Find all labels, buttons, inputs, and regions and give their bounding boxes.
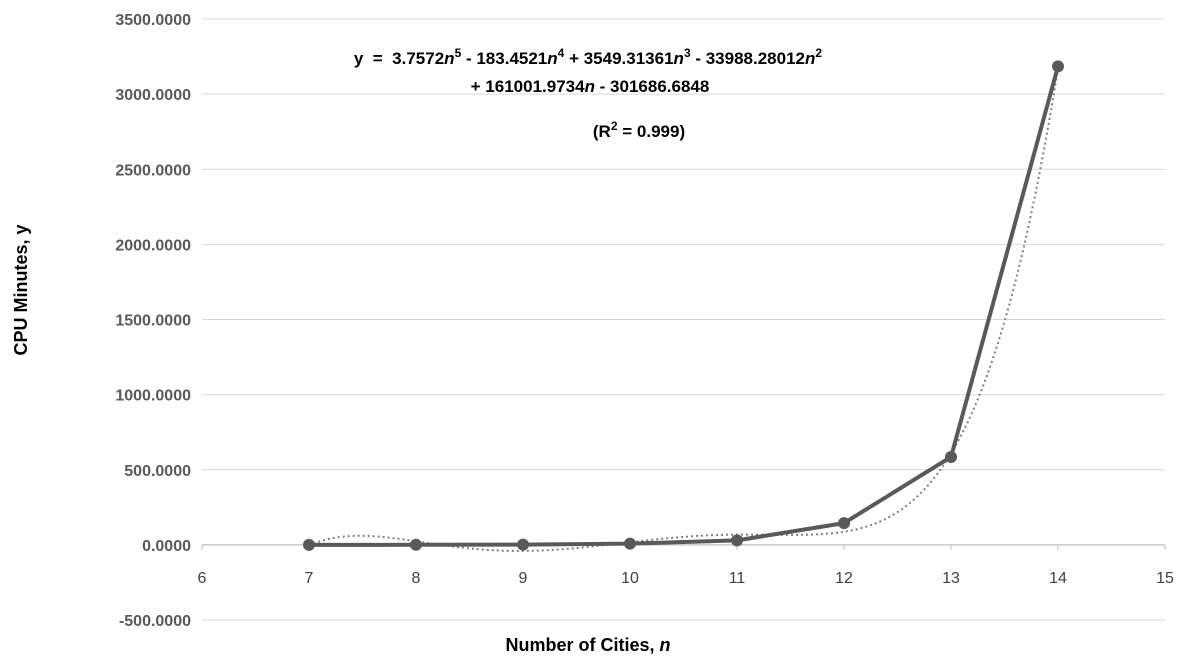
data-point — [303, 538, 315, 551]
data-point — [1052, 60, 1064, 73]
x-tick-label: 9 — [519, 570, 528, 587]
y-axis-title: CPU Minutes, y — [11, 224, 31, 355]
y-tick-label: 500.0000 — [124, 463, 191, 480]
data-point — [410, 538, 422, 551]
equation-line-2: + 161001.9734n - 301686.6848 — [471, 77, 710, 96]
gridlines — [202, 18, 1165, 621]
x-tick-label: 7 — [305, 570, 314, 587]
data-point — [945, 450, 957, 463]
data-point — [624, 537, 636, 550]
x-tick-label: 15 — [1156, 570, 1174, 587]
data-point — [838, 517, 850, 530]
x-tick-label: 12 — [835, 570, 853, 587]
y-tick-label: 1500.0000 — [115, 313, 191, 330]
y-tick-label: 0.0000 — [142, 538, 191, 555]
x-tick-label: 11 — [729, 570, 746, 587]
x-tick-label: 10 — [621, 570, 639, 587]
y-tick-label: 1000.0000 — [115, 388, 191, 405]
data-point — [517, 538, 529, 551]
x-tick-label: 14 — [1049, 570, 1067, 587]
y-tick-label: 2500.0000 — [115, 162, 191, 179]
y-tick-label: 3500.0000 — [115, 12, 191, 29]
data-point — [731, 534, 743, 547]
y-tick-label: 3000.0000 — [115, 87, 191, 104]
y-tick-label: -500.0000 — [119, 613, 191, 630]
x-tick-label: 6 — [198, 570, 207, 587]
y-tick-labels: -500.0000 0.0000 500.0000 1000.0000 1500.000… — [115, 12, 191, 630]
x-tick-label: 13 — [942, 570, 960, 587]
equation-line-1: y = 3.7572n5 - 183.4521n4 + 3549.31361n3… — [354, 46, 823, 68]
series-line — [308, 65, 1060, 547]
x-tick-label: 8 — [412, 570, 421, 587]
x-axis-title: Number of Cities, n — [505, 635, 670, 655]
r-squared-label: (R2 = 0.999) — [593, 119, 685, 141]
series-cpu-minutes — [303, 60, 1064, 551]
x-tick-labels: 6 7 8 9 10 11 12 13 14 15 — [198, 544, 1174, 587]
y-tick-label: 2000.0000 — [115, 237, 191, 254]
